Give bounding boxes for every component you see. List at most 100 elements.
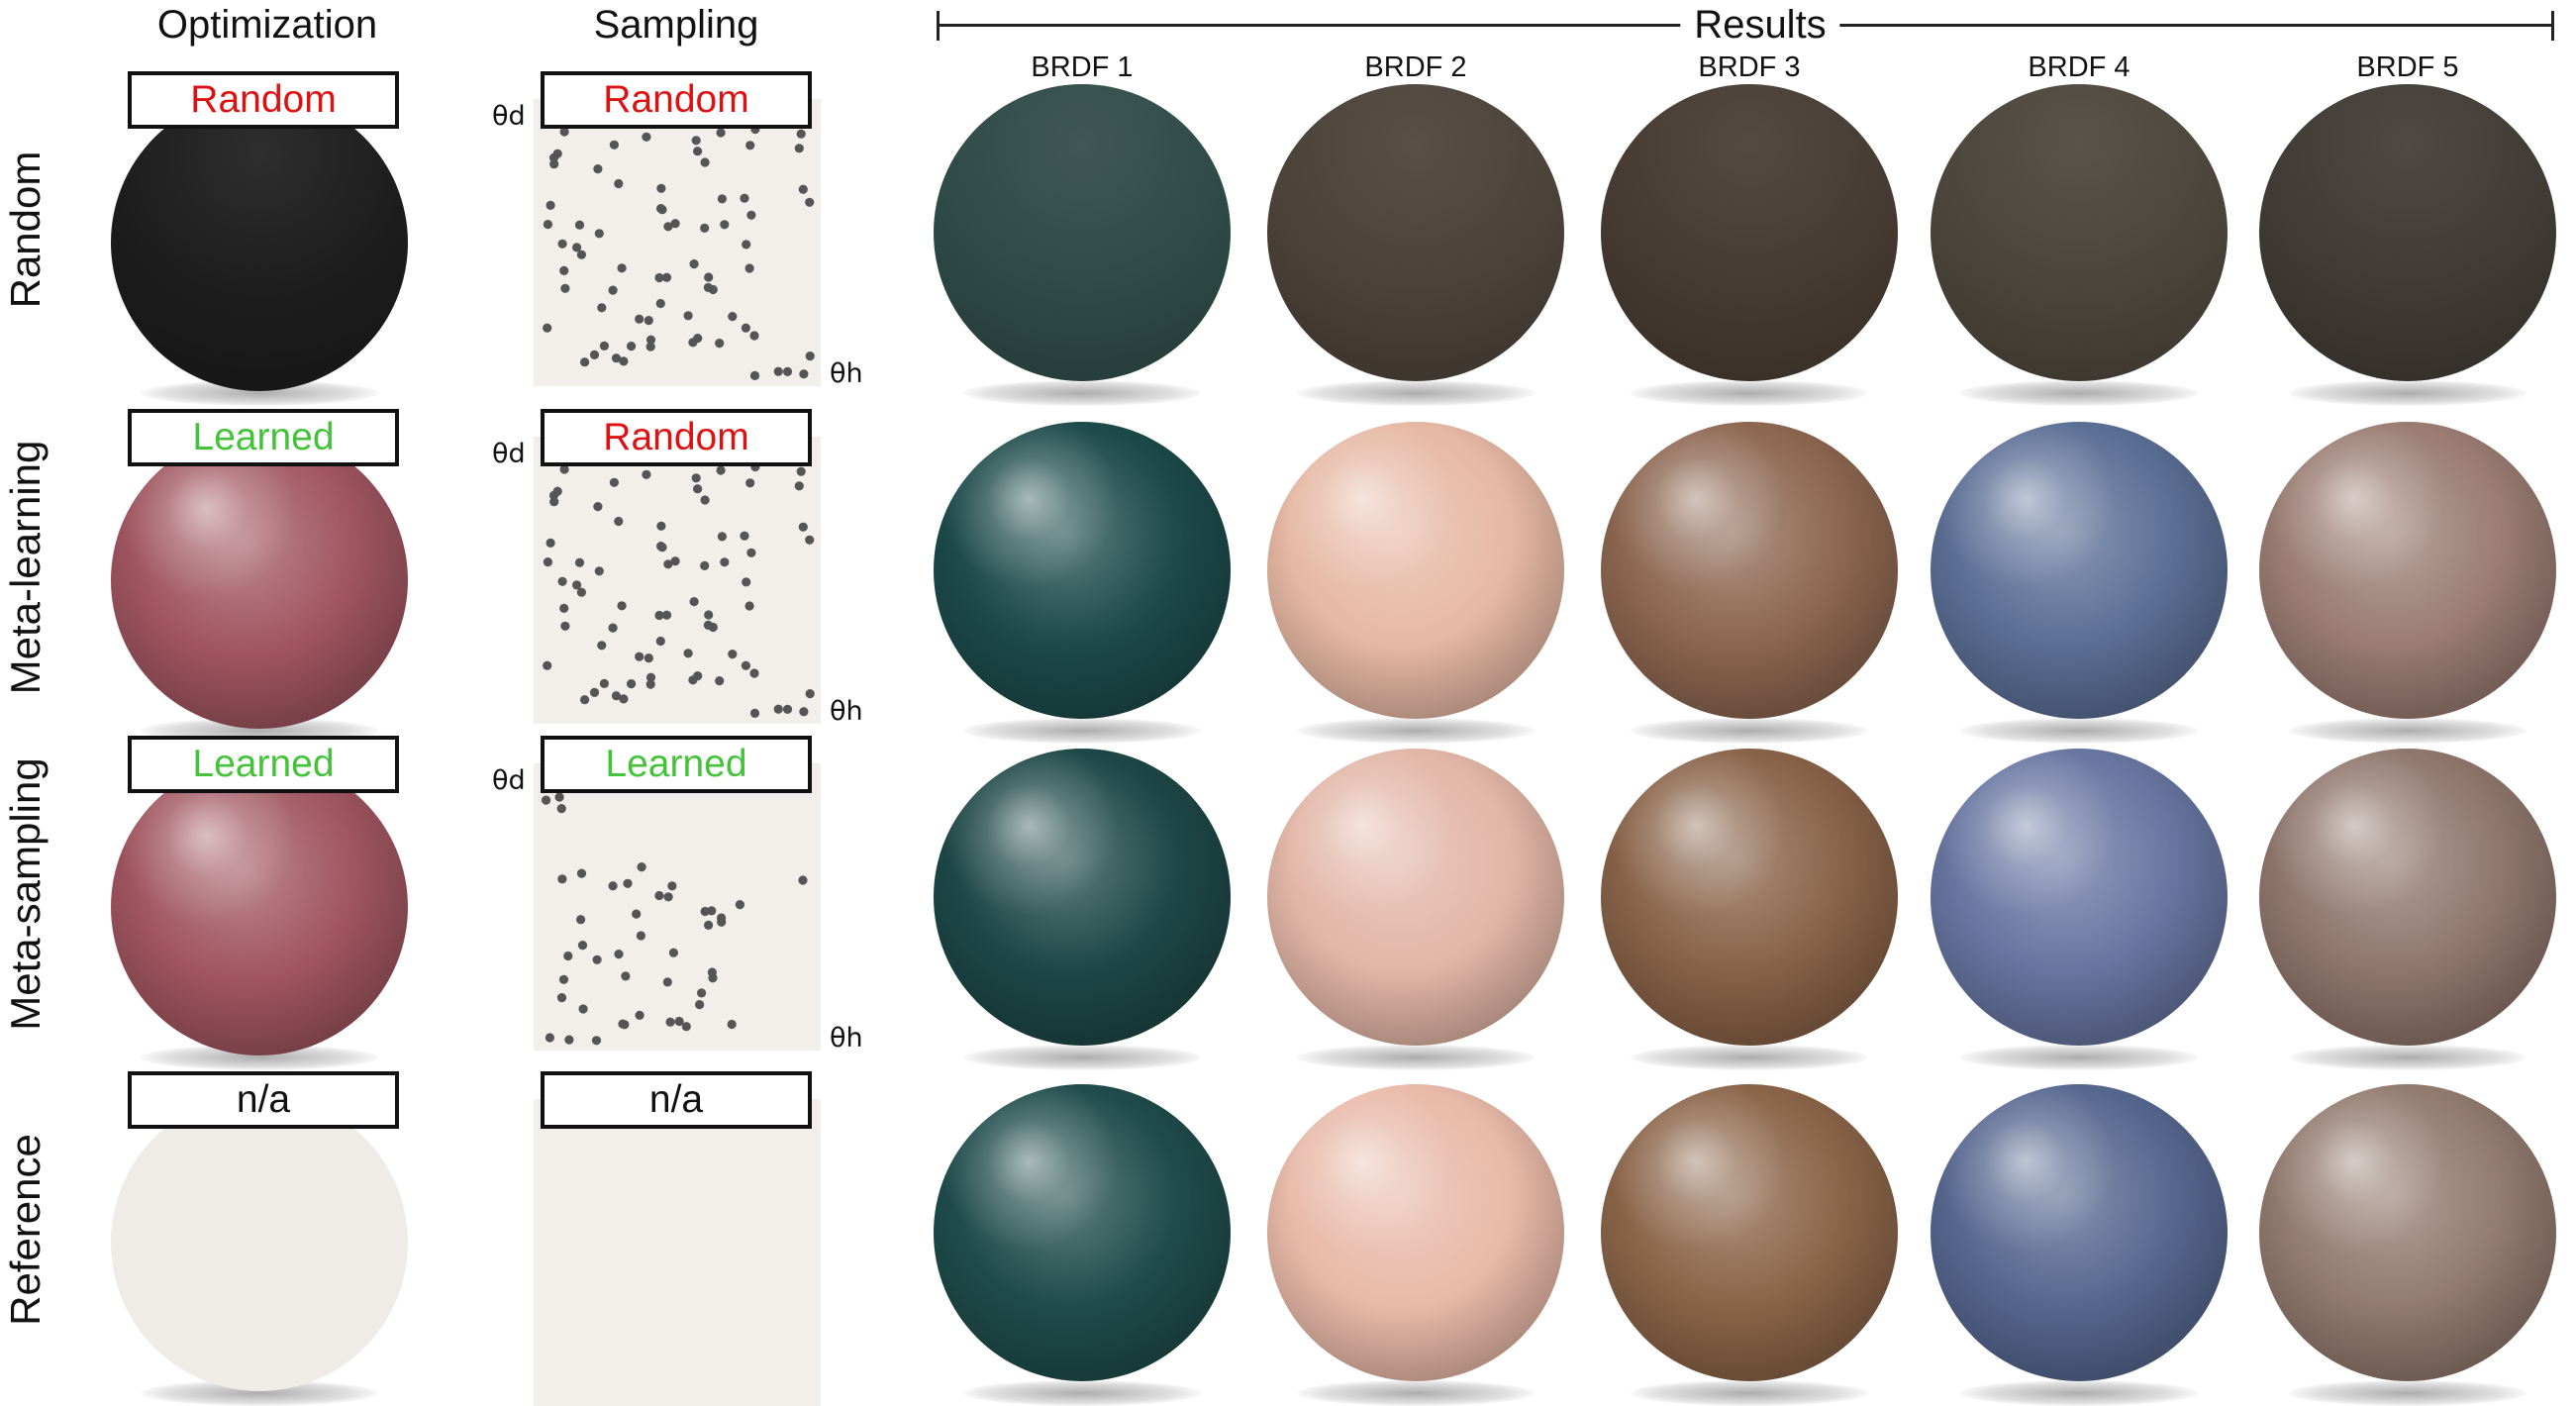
sample-dot <box>554 792 564 802</box>
sample-dot <box>707 906 717 916</box>
sample-dot <box>611 353 622 363</box>
sample-dot <box>543 220 552 230</box>
sample-dot <box>611 691 622 701</box>
optimization-badge: Learned <box>128 409 399 466</box>
sample-dot <box>744 263 754 273</box>
sample-dot <box>689 597 699 607</box>
sample-dot <box>782 366 793 376</box>
sample-dot <box>614 950 624 959</box>
sample-dot <box>661 272 672 282</box>
sample-dot <box>805 352 815 361</box>
sample-dot <box>704 610 714 620</box>
sample-dot <box>700 157 710 167</box>
result-sphere-brdf-5 <box>2259 749 2556 1046</box>
sample-dot <box>614 516 624 527</box>
sample-dot <box>727 1019 737 1030</box>
sample-dot <box>717 532 727 542</box>
result-sphere-brdf-1 <box>934 1084 1231 1381</box>
result-sphere-brdf-2 <box>1267 84 1564 381</box>
sample-dot <box>805 535 815 545</box>
result-sphere-shadow <box>963 1045 1201 1070</box>
sample-dot <box>742 240 751 250</box>
sample-dot <box>693 484 703 494</box>
sample-dot <box>557 576 567 586</box>
sample-dot <box>745 478 755 488</box>
sample-dot <box>746 210 756 220</box>
sample-dot <box>749 331 759 341</box>
sample-dot <box>589 687 600 697</box>
sample-dot <box>594 229 604 239</box>
sample-dot <box>668 948 678 957</box>
sample-dot <box>654 272 664 283</box>
sample-dot <box>773 366 783 376</box>
sample-dot <box>796 129 806 139</box>
result-sphere-shadow <box>963 380 1201 406</box>
optimization-sphere <box>111 94 408 391</box>
sample-dot <box>674 1016 684 1027</box>
result-sphere-brdf-4 <box>1931 749 2228 1046</box>
sample-dot <box>543 660 552 670</box>
optimization-sphere <box>111 1094 408 1391</box>
sample-dot <box>707 967 717 977</box>
sample-dot <box>645 342 655 352</box>
sampling-badge: Random <box>541 71 812 129</box>
result-sphere-brdf-5 <box>2259 1084 2556 1381</box>
sample-dot <box>545 200 555 210</box>
sample-dot <box>740 531 749 541</box>
sample-dot <box>609 477 619 487</box>
result-sphere-brdf-3 <box>1601 422 1898 719</box>
sample-dot <box>704 272 714 282</box>
sample-dot <box>656 183 666 193</box>
sample-dots <box>543 444 815 718</box>
sample-dot <box>552 486 562 496</box>
sample-dot <box>614 178 624 189</box>
sample-dot <box>681 1022 691 1032</box>
sample-dot <box>574 220 585 230</box>
sample-dot <box>559 464 569 474</box>
sample-dot <box>798 522 808 532</box>
sample-dot <box>683 649 693 658</box>
sample-dot <box>749 668 759 678</box>
sample-dot <box>728 312 738 322</box>
sample-dot <box>543 557 552 567</box>
sample-dot <box>559 127 569 137</box>
result-sphere-brdf-3 <box>1601 84 1898 381</box>
sample-dot <box>574 557 585 567</box>
sampling-badge: Random <box>541 409 812 466</box>
result-sphere-brdf-4 <box>1931 84 2228 381</box>
sample-dot <box>597 303 607 313</box>
sample-dot <box>619 694 629 704</box>
sample-dot <box>609 140 619 150</box>
sample-dot <box>635 652 644 661</box>
result-sphere-shadow <box>1631 380 1868 406</box>
sample-dots <box>543 106 815 380</box>
result-sphere-shadow <box>1631 1045 1868 1070</box>
sample-dot <box>655 298 665 309</box>
sample-dot <box>593 164 603 174</box>
sample-dot <box>663 892 673 902</box>
sample-dot <box>654 610 664 621</box>
sample-dot <box>663 222 673 232</box>
result-sphere-shadow <box>1297 380 1535 406</box>
sample-dot <box>695 1000 705 1010</box>
result-sphere-shadow <box>1631 1380 1868 1406</box>
sample-dot <box>642 469 651 479</box>
sample-dot <box>557 239 567 249</box>
sample-dot <box>773 704 783 714</box>
sample-dot <box>572 243 582 252</box>
result-sphere-shadow <box>1297 718 1535 744</box>
sample-dot <box>642 132 651 142</box>
sample-dot <box>741 323 750 333</box>
header-optimization: Optimization <box>156 3 378 47</box>
sample-dot <box>805 197 815 207</box>
result-sphere-brdf-2 <box>1267 1084 1564 1381</box>
sample-dot <box>557 874 567 884</box>
sample-dot <box>577 941 588 951</box>
result-sphere-shadow <box>1631 718 1868 744</box>
brdf-label-5: BRDF 5 <box>2356 51 2459 83</box>
sample-dot <box>556 804 566 814</box>
sample-dot <box>578 1004 588 1014</box>
sample-dot <box>665 1017 675 1027</box>
sample-dot <box>576 915 586 925</box>
